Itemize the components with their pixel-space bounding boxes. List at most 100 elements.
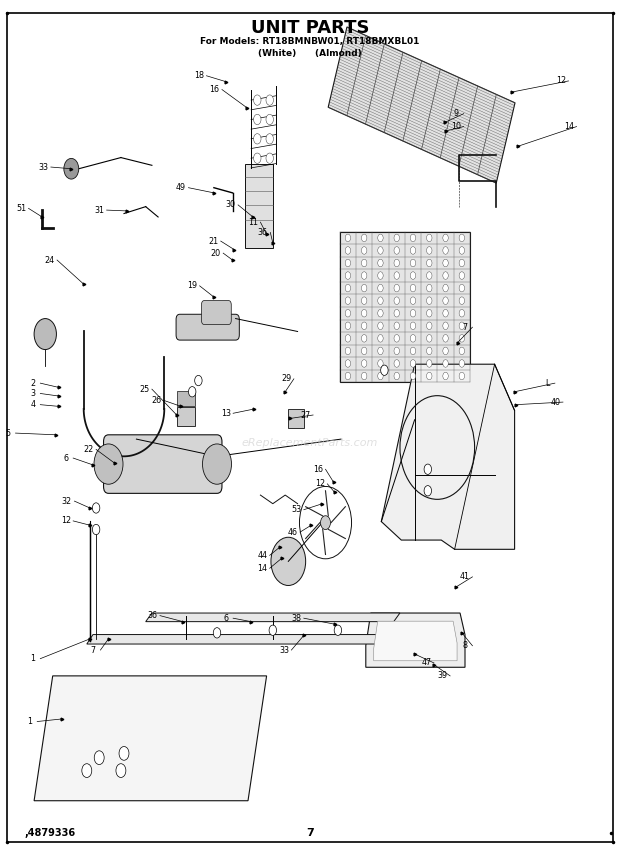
- Circle shape: [459, 347, 464, 355]
- Text: 9: 9: [454, 109, 459, 118]
- Circle shape: [427, 297, 432, 305]
- Text: L: L: [545, 379, 550, 387]
- Circle shape: [427, 322, 432, 330]
- Text: 46: 46: [288, 528, 298, 536]
- Circle shape: [394, 234, 399, 242]
- Circle shape: [378, 272, 383, 279]
- Circle shape: [378, 284, 383, 292]
- Text: 36: 36: [258, 228, 268, 237]
- Circle shape: [361, 284, 367, 292]
- Text: 33: 33: [38, 163, 48, 171]
- Circle shape: [94, 444, 123, 484]
- Text: 4: 4: [30, 400, 35, 409]
- Circle shape: [459, 259, 464, 267]
- Text: 11: 11: [248, 218, 258, 226]
- Circle shape: [459, 372, 464, 380]
- Circle shape: [427, 259, 432, 267]
- Circle shape: [427, 284, 432, 292]
- Text: eReplacementParts.com: eReplacementParts.com: [242, 438, 378, 449]
- Circle shape: [345, 259, 351, 267]
- Circle shape: [345, 272, 351, 279]
- Text: 29: 29: [281, 375, 291, 383]
- Circle shape: [459, 246, 464, 254]
- Circle shape: [345, 234, 351, 242]
- Text: 6: 6: [63, 454, 68, 462]
- Circle shape: [361, 234, 367, 242]
- Circle shape: [94, 751, 104, 765]
- Text: 32: 32: [62, 497, 72, 505]
- Circle shape: [361, 372, 367, 380]
- Circle shape: [394, 272, 399, 279]
- Text: 30: 30: [226, 201, 236, 209]
- Bar: [288, 409, 304, 428]
- Bar: [340, 232, 470, 382]
- Circle shape: [459, 309, 464, 317]
- Polygon shape: [328, 27, 515, 183]
- Text: 3: 3: [30, 389, 35, 398]
- Text: 25: 25: [140, 385, 149, 393]
- Circle shape: [410, 246, 416, 254]
- Circle shape: [459, 234, 464, 242]
- Circle shape: [427, 372, 432, 380]
- Circle shape: [266, 153, 273, 164]
- Circle shape: [345, 322, 351, 330]
- Circle shape: [254, 115, 261, 125]
- Circle shape: [459, 335, 464, 342]
- FancyBboxPatch shape: [202, 300, 231, 325]
- Circle shape: [459, 284, 464, 292]
- Circle shape: [394, 259, 399, 267]
- Circle shape: [378, 234, 383, 242]
- Text: 7: 7: [463, 323, 467, 331]
- Polygon shape: [381, 364, 515, 549]
- Circle shape: [254, 153, 261, 164]
- Circle shape: [345, 372, 351, 380]
- Circle shape: [92, 503, 100, 513]
- Circle shape: [443, 297, 448, 305]
- Text: 12: 12: [315, 480, 325, 488]
- Text: 19: 19: [187, 282, 197, 290]
- Circle shape: [378, 347, 383, 355]
- Polygon shape: [34, 676, 267, 801]
- Circle shape: [378, 372, 383, 380]
- Text: For Models: RT18BMNBW01, RT18BMXBL01: For Models: RT18BMNBW01, RT18BMXBL01: [200, 37, 420, 46]
- Text: 39: 39: [438, 672, 448, 680]
- Text: 12: 12: [61, 517, 71, 525]
- Circle shape: [459, 297, 464, 305]
- Circle shape: [443, 372, 448, 380]
- Circle shape: [459, 322, 464, 330]
- Circle shape: [64, 158, 79, 179]
- Circle shape: [266, 115, 273, 125]
- Circle shape: [378, 309, 383, 317]
- Text: 2: 2: [30, 379, 35, 387]
- Text: 13: 13: [221, 409, 231, 418]
- Circle shape: [254, 133, 261, 144]
- Text: ,4879336: ,4879336: [25, 828, 76, 839]
- Text: 31: 31: [94, 206, 104, 214]
- Circle shape: [394, 297, 399, 305]
- Circle shape: [427, 309, 432, 317]
- Circle shape: [361, 246, 367, 254]
- Circle shape: [378, 259, 383, 267]
- Circle shape: [394, 309, 399, 317]
- Circle shape: [378, 335, 383, 342]
- Circle shape: [427, 234, 432, 242]
- Circle shape: [361, 297, 367, 305]
- Circle shape: [443, 284, 448, 292]
- Bar: [177, 407, 195, 426]
- Circle shape: [443, 322, 448, 330]
- Circle shape: [410, 372, 416, 380]
- Circle shape: [378, 322, 383, 330]
- Text: UNIT PARTS: UNIT PARTS: [250, 19, 370, 36]
- Circle shape: [443, 347, 448, 355]
- Circle shape: [345, 246, 351, 254]
- Circle shape: [266, 95, 273, 105]
- Circle shape: [410, 309, 416, 317]
- Circle shape: [443, 360, 448, 367]
- Circle shape: [424, 464, 432, 474]
- Circle shape: [410, 234, 416, 242]
- Text: 20: 20: [211, 249, 221, 257]
- Circle shape: [410, 335, 416, 342]
- Circle shape: [394, 284, 399, 292]
- Circle shape: [443, 335, 448, 342]
- Circle shape: [427, 246, 432, 254]
